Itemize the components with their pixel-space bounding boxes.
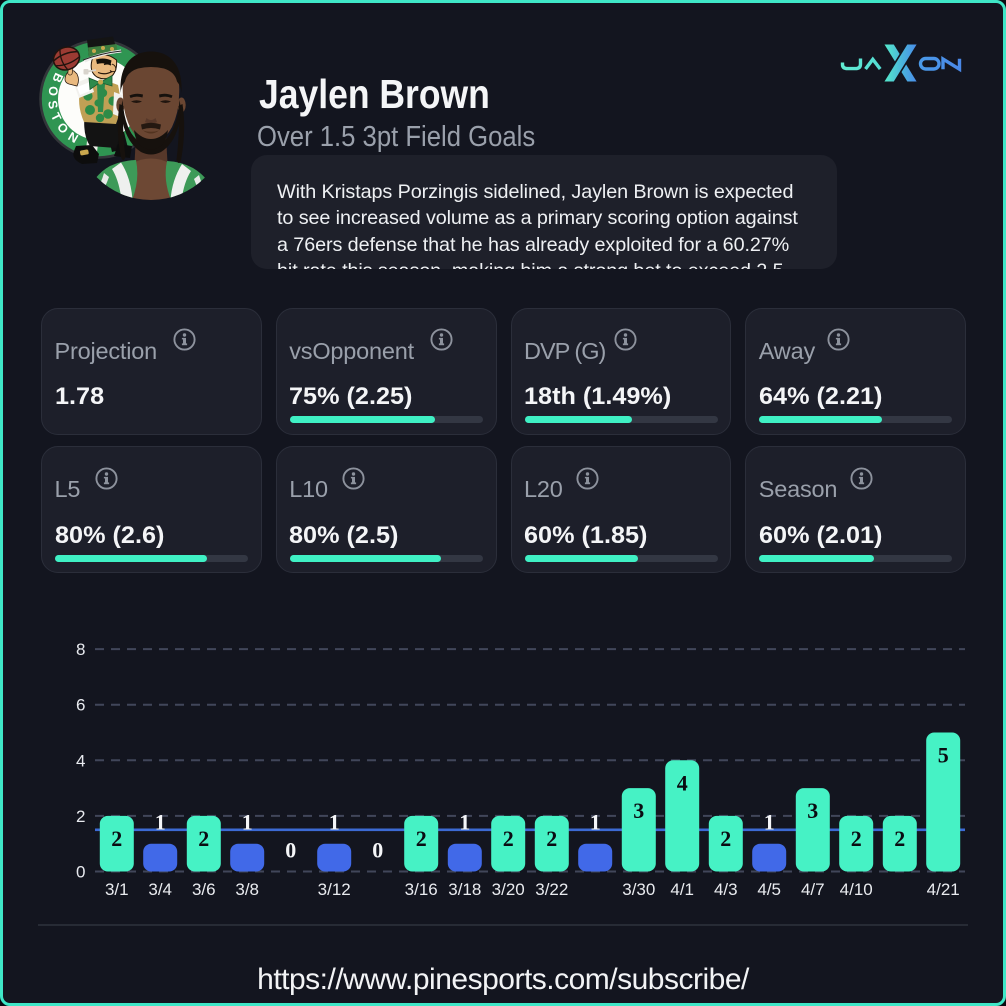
svg-text:3: 3 xyxy=(807,798,818,823)
svg-text:1: 1 xyxy=(155,810,166,835)
svg-text:3/22: 3/22 xyxy=(535,880,568,899)
svg-text:2: 2 xyxy=(416,826,427,851)
svg-text:4: 4 xyxy=(76,751,85,770)
svg-text:3/1: 3/1 xyxy=(105,880,129,899)
svg-text:3/12: 3/12 xyxy=(318,880,351,899)
svg-text:6: 6 xyxy=(76,696,85,715)
svg-text:2: 2 xyxy=(546,826,557,851)
svg-text:4/7: 4/7 xyxy=(801,880,825,899)
svg-text:3/16: 3/16 xyxy=(405,880,438,899)
svg-text:2: 2 xyxy=(894,826,905,851)
svg-text:5: 5 xyxy=(938,743,949,768)
svg-text:4: 4 xyxy=(677,770,688,795)
svg-text:2: 2 xyxy=(720,826,731,851)
svg-text:2: 2 xyxy=(198,826,209,851)
svg-text:4/10: 4/10 xyxy=(840,880,873,899)
svg-text:3/8: 3/8 xyxy=(235,880,259,899)
svg-text:8: 8 xyxy=(76,640,85,659)
svg-text:3/6: 3/6 xyxy=(192,880,216,899)
svg-text:2: 2 xyxy=(111,826,122,851)
svg-text:1: 1 xyxy=(459,810,470,835)
svg-text:1: 1 xyxy=(764,810,775,835)
svg-text:1: 1 xyxy=(329,810,340,835)
svg-text:4/5: 4/5 xyxy=(757,880,781,899)
svg-text:4/1: 4/1 xyxy=(670,880,694,899)
svg-text:4/3: 4/3 xyxy=(714,880,738,899)
svg-text:2: 2 xyxy=(76,807,85,826)
svg-text:0: 0 xyxy=(76,863,85,882)
svg-text:3/4: 3/4 xyxy=(148,880,172,899)
svg-text:1: 1 xyxy=(242,810,253,835)
svg-text:0: 0 xyxy=(372,838,383,863)
svg-text:0: 0 xyxy=(285,838,296,863)
svg-text:1: 1 xyxy=(590,810,601,835)
svg-text:4/21: 4/21 xyxy=(927,880,960,899)
svg-text:3/18: 3/18 xyxy=(448,880,481,899)
svg-text:2: 2 xyxy=(851,826,862,851)
svg-text:2: 2 xyxy=(503,826,514,851)
svg-text:3/30: 3/30 xyxy=(622,880,655,899)
svg-text:3/20: 3/20 xyxy=(492,880,525,899)
svg-text:3: 3 xyxy=(633,798,644,823)
